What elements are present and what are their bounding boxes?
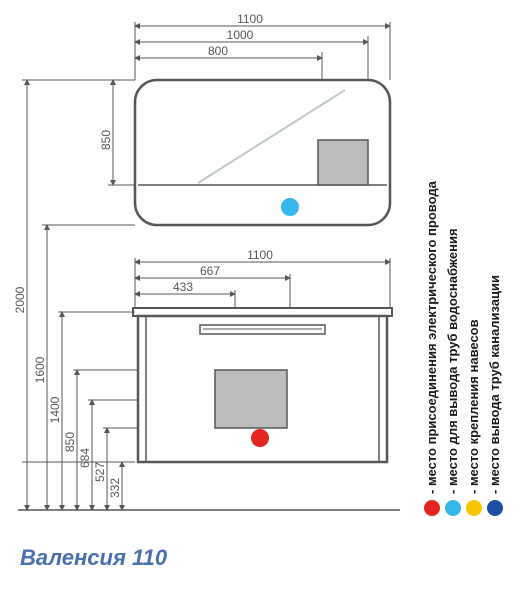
mirror-panel — [318, 140, 368, 185]
cabinet-marker-electric — [251, 429, 269, 447]
dim-mirror-1000: 1000 — [227, 28, 254, 42]
legend-text-0: - место присоединения электрического про… — [424, 180, 439, 494]
dim-h-332: 332 — [108, 478, 122, 498]
legend-dot-yellow — [466, 500, 482, 516]
dim-h-527: 527 — [93, 462, 107, 482]
dim-mirror-800: 800 — [208, 44, 228, 58]
cabinet-panel — [215, 370, 287, 428]
legend-text-2: - место крепления навесов — [466, 319, 481, 494]
legend-dot-blue — [487, 500, 503, 516]
dim-cab-433: 433 — [173, 280, 193, 294]
legend-dot-cyan — [445, 500, 461, 516]
legend-text-3: - место вывода труб канализации — [487, 275, 502, 494]
dim-h-850: 850 — [63, 432, 77, 452]
mirror-top-dimensions — [135, 22, 390, 80]
dim-cab-667: 667 — [200, 264, 220, 278]
dim-mirror-850: 850 — [99, 130, 113, 150]
dim-h-2000: 2000 — [13, 286, 27, 313]
dim-h-1400: 1400 — [48, 396, 62, 423]
product-title: Валенсия 110 — [20, 545, 168, 570]
legend-text-1: - место для вывода труб водоснабжения — [445, 228, 460, 494]
dim-h-1600: 1600 — [33, 356, 47, 383]
legend-dot-red — [424, 500, 440, 516]
mirror-marker-water — [281, 198, 299, 216]
dim-cab-1100: 1100 — [247, 248, 273, 262]
dim-h-684: 684 — [78, 448, 92, 468]
dim-mirror-1100: 1100 — [237, 12, 263, 26]
legend — [424, 500, 503, 516]
